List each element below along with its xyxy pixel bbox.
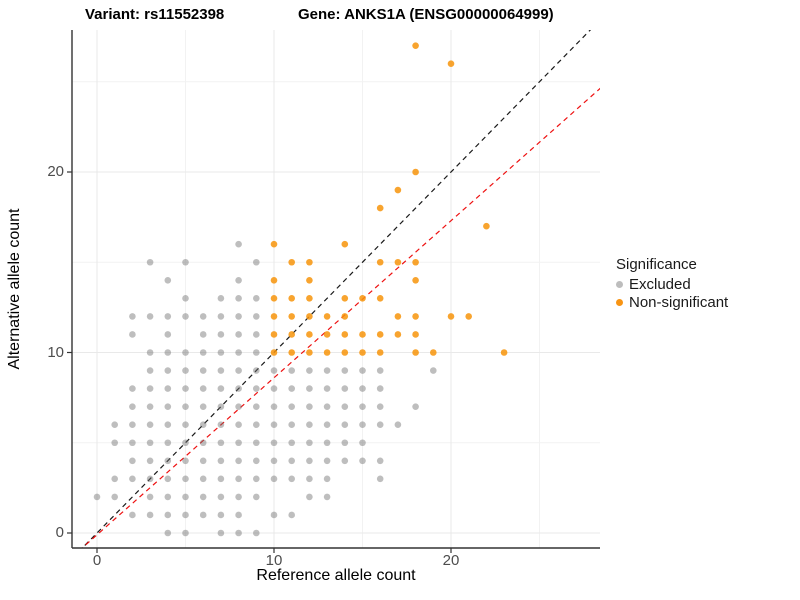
x-tick-label: 10 — [265, 552, 283, 569]
variant-title: Variant: rs11552398 — [85, 6, 225, 23]
legend-item-excluded: Excluded — [616, 276, 800, 293]
legend-label-excluded: Excluded — [629, 276, 691, 293]
y-tick-label: 20 — [47, 163, 64, 180]
y-tick-label: 0 — [55, 524, 64, 541]
x-tick-label: 20 — [442, 552, 460, 569]
plot-panel — [72, 30, 600, 548]
excluded-dot-icon — [616, 281, 623, 288]
y-axis-title: Alternative allele count — [6, 208, 23, 370]
x-axis-title: Reference allele count — [256, 567, 416, 584]
legend-title: Significance — [616, 256, 697, 273]
scatter-chart — [72, 30, 600, 548]
x-tick-label: 0 — [92, 552, 102, 569]
non-significant-dot-icon — [616, 299, 623, 306]
legend-item-non-significant: Non-significant — [616, 294, 800, 311]
y-tick-label: 10 — [47, 343, 64, 361]
legend: Significance Excluded Non-significant — [616, 256, 800, 312]
gene-title: Gene: ANKS1A (ENSG00000064999) — [298, 6, 554, 23]
legend-label-non-significant: Non-significant — [629, 294, 729, 311]
